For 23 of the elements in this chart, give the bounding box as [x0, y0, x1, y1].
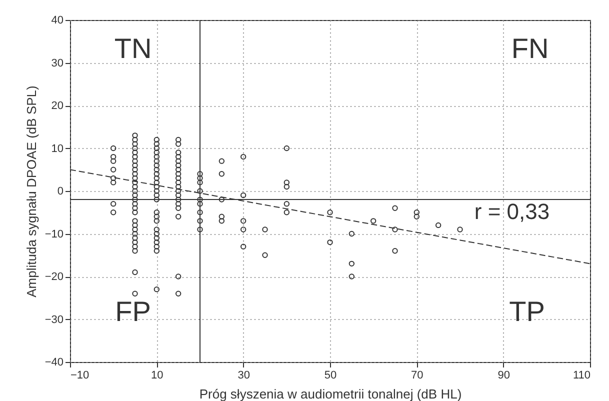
y-tick-label: −10	[44, 228, 64, 240]
x-tick-label: 50	[324, 370, 337, 382]
x-tick-label: −10	[70, 370, 90, 382]
x-axis-title: Próg słyszenia w audiometrii tonalnej (dB HL)	[199, 386, 462, 401]
annotation: FP	[115, 296, 151, 327]
y-tick-label: −30	[44, 314, 64, 326]
x-tick-label: 10	[151, 370, 164, 382]
annotation: TN	[114, 33, 152, 64]
y-tick-label: −40	[44, 356, 64, 368]
y-tick-label: 40	[51, 14, 64, 26]
annotation: FN	[511, 33, 549, 64]
y-tick-label: 0	[57, 186, 64, 198]
annotation: TP	[509, 296, 545, 327]
x-tick-label: 70	[411, 370, 424, 382]
x-tick-label: 110	[572, 370, 590, 382]
y-axis-title: Amplituda sygnału DPOAE (dB SPL)	[24, 86, 39, 298]
annotation: r = 0,33	[474, 199, 550, 224]
y-tick-label: 20	[51, 100, 64, 112]
x-tick-label: 30	[238, 370, 250, 382]
y-tick-label: −20	[44, 271, 64, 283]
x-tick-label: 90	[498, 370, 510, 382]
y-tick-label: 10	[51, 142, 64, 155]
y-tick-label: 30	[51, 57, 64, 70]
